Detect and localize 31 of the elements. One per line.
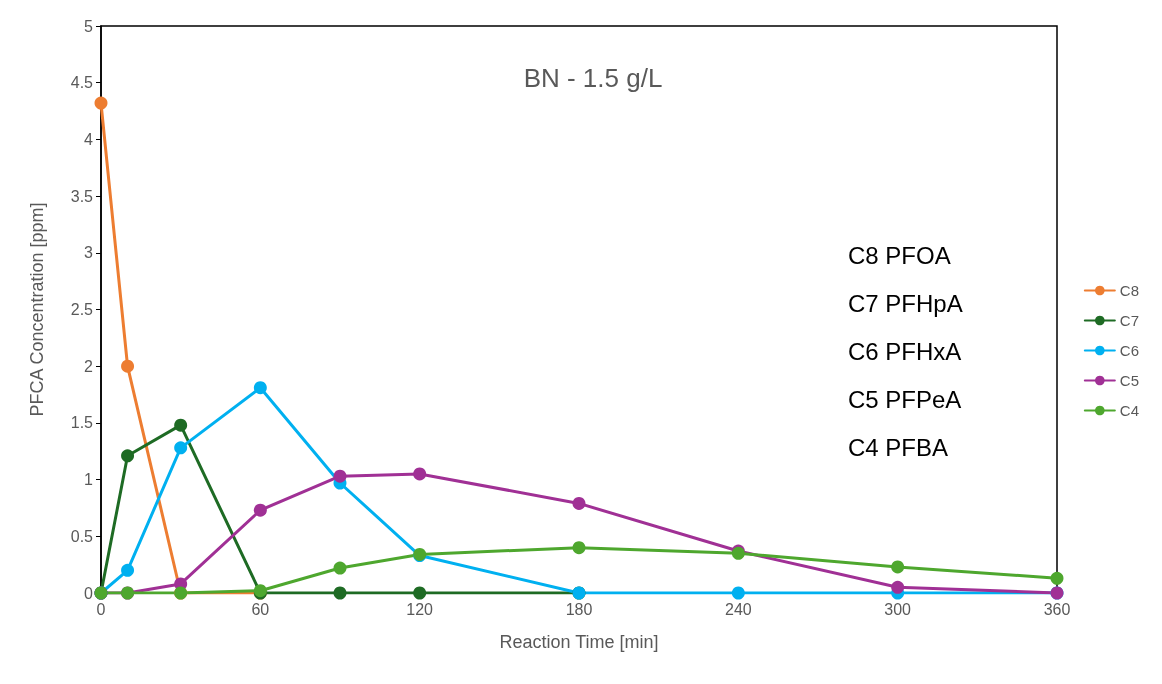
x-tick-label: 180	[565, 600, 593, 618]
x-tick-label: 120	[406, 600, 434, 618]
x-tick-label: 0	[96, 600, 106, 618]
y-tick-label: 0	[84, 584, 94, 602]
y-tick-label: 0.5	[70, 527, 94, 545]
x-tick-label: 240	[724, 600, 752, 618]
legend-label: C6	[1119, 342, 1140, 359]
y-axis-title: PFCA Concentration [ppm]	[27, 202, 47, 417]
legend-label: C7	[1119, 312, 1140, 329]
text: BN - 1.5 g/L	[523, 63, 663, 93]
annotation: C7 PFHpA	[848, 289, 963, 317]
y-tick-label: 5	[84, 17, 94, 35]
legend-label: C5	[1119, 372, 1140, 389]
x-tick-label: 60	[251, 600, 270, 618]
annotation: C5 PFPeA	[848, 385, 962, 413]
annotation: C8 PFOA	[848, 241, 951, 269]
x-axis-title: Reaction Time [min]	[499, 632, 659, 652]
annotation: C4 PFBA	[848, 433, 949, 461]
y-tick-label: 2	[84, 357, 94, 375]
annotation: C6 PFHxA	[848, 337, 962, 365]
x-tick-label: 300	[884, 600, 912, 618]
legend-label: C8	[1119, 282, 1140, 299]
y-tick-label: 2.5	[70, 301, 94, 318]
y-tick-label: 3	[84, 244, 94, 262]
x-tick-label: 360	[1043, 600, 1071, 618]
y-tick-label: 4	[84, 130, 94, 148]
y-tick-label: 3.5	[70, 187, 94, 205]
y-tick-label: 4.5	[70, 74, 94, 92]
legend-label: C4	[1119, 402, 1140, 419]
y-tick-label: 1.5	[70, 414, 94, 432]
y-tick-label: 1	[84, 471, 94, 489]
